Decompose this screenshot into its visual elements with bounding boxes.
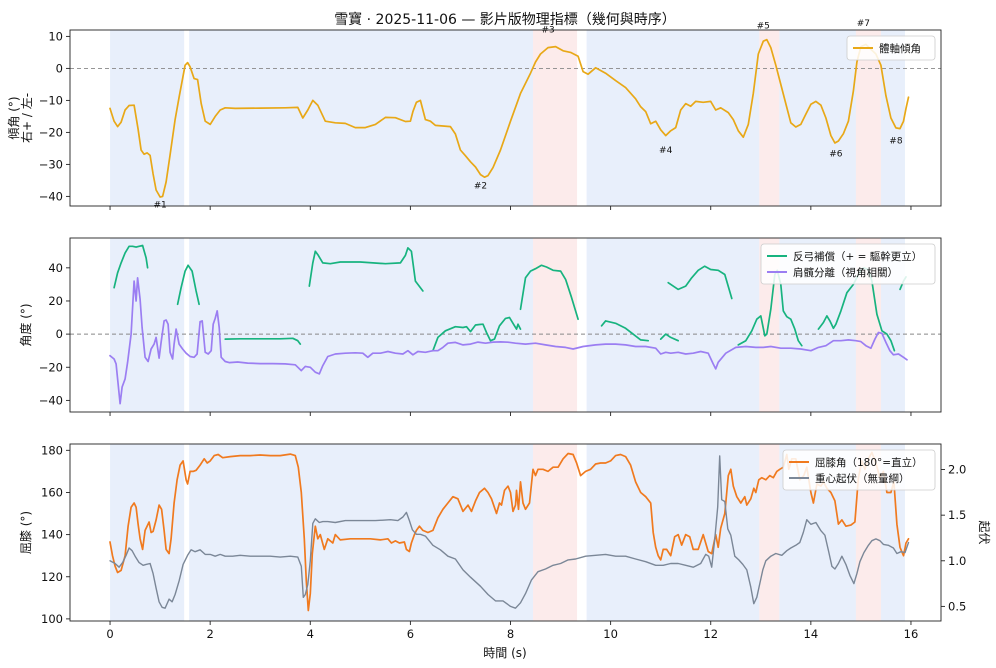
chart-title: 雪寶 · 2025-11-06 — 影片版物理指標（幾何與時序） xyxy=(334,12,676,28)
band-red-5 xyxy=(759,30,780,206)
peak-marker-label: #8 xyxy=(889,137,903,147)
y-tick-label: 20 xyxy=(48,294,63,308)
right-y-tick-label: 1.0 xyxy=(948,554,966,568)
band-blue-6 xyxy=(779,30,856,206)
peak-marker-label: #7 xyxy=(857,19,870,29)
legend-box xyxy=(760,243,936,285)
y-tick-label: 180 xyxy=(41,443,63,457)
series-sep-line-1 xyxy=(109,276,908,405)
legend-box xyxy=(846,35,936,61)
y-tick-label: −10 xyxy=(39,93,63,107)
legend-label: 屈膝角（180°=直立） xyxy=(815,456,923,469)
panel-2: −40 −20 0 20 40 角度 (°) 反弓補償（+ = 驅幹更立） 肩髖分離（視角相關… xyxy=(18,237,942,416)
series-arch-line-3 xyxy=(224,337,302,345)
x-tick-label: 12 xyxy=(703,627,718,641)
y-axis-label: 傾角 (°)右+ / 左- xyxy=(7,93,34,143)
y-tick-label: −40 xyxy=(39,393,63,407)
legend: 屈膝角（180°=直立） 重心起伏（無量綱） xyxy=(782,449,936,491)
y-tick-label: 100 xyxy=(41,612,63,626)
peak-marker-label: #4 xyxy=(659,146,673,156)
y-tick-label: 10 xyxy=(48,29,63,43)
x-tick-label: 16 xyxy=(904,627,919,641)
series-arch-line-9 xyxy=(667,265,733,300)
y-tick-label: −30 xyxy=(39,157,63,171)
plot-frame xyxy=(69,29,942,207)
plot-frame xyxy=(69,443,942,622)
series-arch-line-1 xyxy=(113,244,149,289)
legend-label: 肩髖分離（視角相關） xyxy=(793,266,898,279)
band-red-3 xyxy=(533,444,578,621)
y-tick-label: 120 xyxy=(41,570,63,584)
peak-marker-label: #6 xyxy=(829,149,843,159)
plot-frame xyxy=(69,237,942,413)
peak-marker-label: #3 xyxy=(541,26,554,36)
series-arch-line-8 xyxy=(659,333,680,342)
x-axis-label: 時間 (s) xyxy=(483,646,526,660)
x-tick-label: 14 xyxy=(804,627,819,641)
peak-marker-label: #5 xyxy=(757,21,770,31)
y-tick-label: 160 xyxy=(41,485,63,499)
y-tick-label: 140 xyxy=(41,528,63,542)
y-tick-label: −20 xyxy=(39,125,63,139)
y-tick-label: 0 xyxy=(56,327,63,341)
legend-box xyxy=(782,449,936,491)
legend-label: 反弓補償（+ = 驅幹更立） xyxy=(793,250,922,263)
band-blue-2 xyxy=(189,444,534,621)
right-y-axis-label: 起伏 xyxy=(977,520,991,544)
x-tick-label: 6 xyxy=(407,627,414,641)
series-tilt-line-1 xyxy=(109,38,910,198)
x-tick-label: 10 xyxy=(603,627,618,641)
band-blue-1 xyxy=(110,444,185,621)
peak-marker-label: #2 xyxy=(474,181,487,191)
legend: 反弓補償（+ = 驅幹更立） 肩髖分離（視角相關） xyxy=(760,243,936,285)
x-tick-label: 8 xyxy=(507,627,514,641)
series-arch-line-6 xyxy=(519,264,579,321)
peak-marker-label: #1 xyxy=(153,201,166,211)
band-blue-4 xyxy=(586,238,760,412)
panel-1: −40 −30 −20 −10 0 10 傾角 (°)右+ / 左- #1 #2 #3 #4 #5 #6… xyxy=(7,19,942,211)
y-axis-label: 角度 (°) xyxy=(18,303,33,346)
series-lines xyxy=(109,38,910,198)
right-y-tick-label: 1.5 xyxy=(948,508,966,522)
y-tick-label: −40 xyxy=(39,189,63,203)
right-y-tick-label: 2.0 xyxy=(948,463,966,477)
x-tick-label: 0 xyxy=(106,627,113,641)
series-arch-line-4 xyxy=(308,247,424,292)
x-tick-label: 4 xyxy=(307,627,314,641)
band-red-3 xyxy=(533,30,578,206)
band-blue-1 xyxy=(110,30,185,206)
y-axis-label: 屈膝 (°) xyxy=(19,511,33,554)
band-blue-2 xyxy=(189,30,534,206)
series-arch-line-7 xyxy=(600,320,650,342)
series-arch-line-5 xyxy=(432,316,522,352)
x-tick-label: 2 xyxy=(206,627,213,641)
band-red-5 xyxy=(759,444,780,621)
band-blue-4 xyxy=(586,30,760,206)
legend-label: 體軸傾角 xyxy=(879,42,921,55)
legend-label: 重心起伏（無量綱） xyxy=(815,472,910,485)
y-tick-label: −20 xyxy=(39,360,63,374)
band-blue-4 xyxy=(586,444,760,621)
band-red-3 xyxy=(533,238,578,412)
legend: 體軸傾角 xyxy=(846,35,936,61)
series-arch-line-2 xyxy=(176,264,200,306)
right-y-tick-label: 0.5 xyxy=(948,599,966,613)
chart-panels: −40 −30 −20 −10 0 10 傾角 (°)右+ / 左- #1 #2 #3 #4 #5 #6… xyxy=(7,19,991,641)
y-tick-label: 0 xyxy=(56,61,63,75)
panel-3: 100 120 140 160 180 0.5 1.0 1.5 2.0 起伏 0 2 4 6 8 10 12 14… xyxy=(19,443,991,641)
y-tick-label: 40 xyxy=(48,261,63,275)
series-com-line-1 xyxy=(109,455,910,609)
